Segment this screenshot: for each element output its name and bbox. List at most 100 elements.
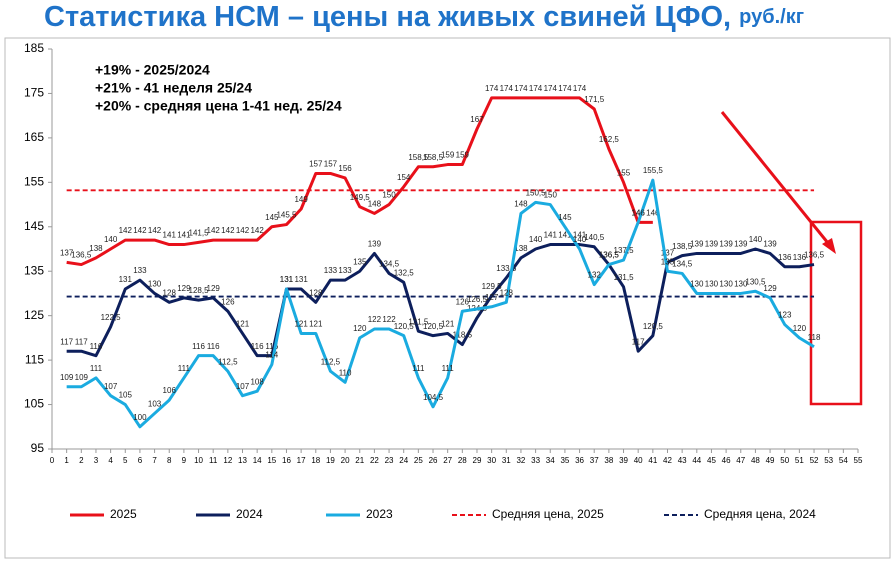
- data-label: 116: [207, 342, 220, 351]
- data-label: 130,5: [745, 277, 766, 286]
- x-tick-label: 3: [94, 456, 99, 465]
- data-label: 158,5: [408, 153, 429, 162]
- x-tick-label: 54: [839, 456, 848, 465]
- data-label: 155,5: [643, 166, 664, 175]
- frame: [4, 37, 891, 559]
- x-tick-label: 21: [355, 456, 364, 465]
- data-label: 120: [353, 324, 367, 333]
- y-tick-label: 145: [24, 219, 44, 233]
- x-tick-label: 51: [795, 456, 804, 465]
- data-label: 128: [500, 288, 514, 297]
- data-label: 138,5: [672, 242, 693, 251]
- chart-title: Статистика НСМ – цены на живых свиней ЦФ…: [44, 1, 804, 33]
- data-label: 116: [251, 342, 264, 351]
- data-label: 111: [412, 364, 425, 373]
- x-tick-label: 4: [108, 456, 113, 465]
- data-label: 138: [514, 244, 528, 253]
- data-label: 136,5: [804, 251, 825, 260]
- x-tick-label: 15: [267, 456, 276, 465]
- data-label: 141: [558, 231, 572, 240]
- data-label: 109: [75, 373, 89, 382]
- data-label: 135: [353, 257, 367, 266]
- data-label: 127: [485, 293, 499, 302]
- data-label: 137: [661, 248, 675, 257]
- data-label: 117: [632, 337, 645, 346]
- arrow-head: [822, 238, 836, 254]
- data-label: 128: [163, 288, 177, 297]
- x-tick-label: 48: [751, 456, 760, 465]
- y-tick-label: 125: [24, 308, 44, 322]
- data-label: 129: [177, 284, 191, 293]
- x-tick-label: 27: [443, 456, 452, 465]
- data-label: 145: [558, 213, 572, 222]
- data-label: 142: [133, 226, 147, 235]
- x-tick-label: 47: [736, 456, 745, 465]
- data-label: 103: [148, 400, 162, 409]
- data-label: 159: [456, 151, 470, 160]
- x-tick-label: 29: [473, 456, 482, 465]
- data-label: 122: [382, 315, 396, 324]
- data-label: 132: [588, 271, 602, 280]
- data-label: 148: [514, 200, 528, 209]
- data-label: 174: [544, 84, 558, 93]
- x-tick-label: 53: [824, 456, 833, 465]
- data-label: 129: [763, 284, 777, 293]
- annotation: +19% - 2025/2024: [95, 62, 210, 78]
- data-label: 116: [90, 342, 103, 351]
- x-tick-label: 42: [663, 456, 672, 465]
- x-tick-label: 44: [692, 456, 701, 465]
- x-tick-label: 38: [604, 456, 613, 465]
- data-label: 133,5: [496, 264, 517, 273]
- legend-label: 2023: [366, 507, 393, 521]
- data-label: 140: [749, 235, 763, 244]
- data-label: 122: [368, 315, 382, 324]
- x-tick-label: 13: [238, 456, 247, 465]
- series-line: [66, 96, 653, 267]
- data-label: 106: [163, 386, 177, 395]
- data-label: 117: [75, 337, 88, 346]
- data-label: 136,5: [599, 251, 620, 260]
- data-label: 148: [368, 200, 382, 209]
- x-tick-label: 41: [648, 456, 657, 465]
- data-label: 135: [661, 257, 675, 266]
- data-label: 157: [309, 160, 323, 169]
- data-label: 140: [573, 235, 587, 244]
- data-label: 118,5: [453, 331, 473, 340]
- data-label: 139: [690, 240, 704, 249]
- y-tick-label: 155: [24, 175, 44, 189]
- data-label: 121,5: [408, 317, 429, 326]
- legend-label: Средняя цена, 2025: [492, 507, 604, 521]
- series-line: [66, 178, 815, 429]
- x-tick-label: 52: [810, 456, 819, 465]
- data-label: 130: [719, 280, 733, 289]
- x-tick-label: 10: [194, 456, 203, 465]
- data-label: 111: [90, 364, 103, 373]
- data-label: 133: [133, 266, 147, 275]
- data-label: 121: [236, 320, 250, 329]
- data-label: 174: [485, 84, 499, 93]
- data-label: 139: [734, 240, 748, 249]
- data-label: 126,5: [467, 295, 488, 304]
- data-label: 116: [192, 342, 205, 351]
- data-label: 104,5: [423, 393, 444, 402]
- x-tick-label: 20: [341, 456, 350, 465]
- data-label: 128: [309, 288, 323, 297]
- data-label: 142: [207, 226, 221, 235]
- data-label: 134,5: [672, 260, 693, 269]
- x-tick-label: 22: [370, 456, 379, 465]
- y-tick-label: 185: [24, 41, 44, 55]
- data-label: 136: [778, 253, 792, 262]
- data-label: 138: [89, 244, 103, 253]
- data-label: 130: [148, 280, 162, 289]
- x-tick-label: 46: [722, 456, 731, 465]
- data-label: 120,5: [423, 322, 444, 331]
- data-label: 131: [119, 275, 133, 284]
- data-label: 111: [178, 364, 191, 373]
- data-label: 174: [558, 84, 572, 93]
- data-label: 107: [104, 382, 118, 391]
- annotation: +20% - средняя цена 1-41 нед. 25/24: [95, 98, 342, 114]
- data-label: 118: [808, 333, 821, 342]
- data-label: 145,5: [276, 211, 297, 220]
- x-tick-label: 16: [282, 456, 291, 465]
- legend-label: Средняя цена, 2024: [704, 507, 816, 521]
